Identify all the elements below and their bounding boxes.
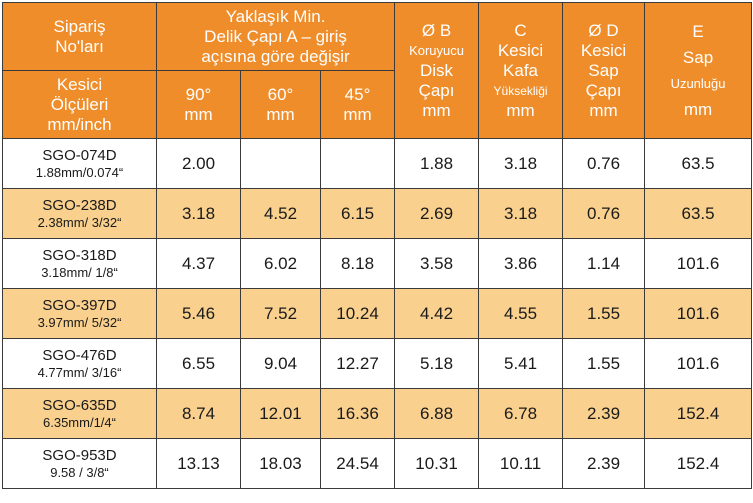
cell-e: 101.6 — [644, 288, 753, 339]
cell-order-code: SGO-953D 9.58 / 3/8“ — [2, 438, 157, 489]
cell-c: 10.11 — [478, 438, 564, 489]
header-hole-diameter: Yaklaşık Min. Delik Çapı A – giriş açısı… — [155, 2, 396, 71]
cell-order-code: SGO-476D 4.77mm/ 3/16“ — [2, 338, 157, 389]
cell-a60: 7.52 — [240, 288, 321, 339]
cell-order-code: SGO-074D 1.88mm/0.074“ — [2, 138, 157, 189]
cell-a90: 3.18 — [156, 188, 241, 239]
header-angle-45: 45° mm — [319, 70, 396, 139]
header-col-b: Ø B Koruyucu Disk Çapı mm — [394, 2, 480, 139]
cell-d: 0.76 — [562, 138, 646, 189]
cell-a60: 18.03 — [240, 438, 321, 489]
cell-a90: 6.55 — [156, 338, 241, 389]
cell-b: 6.88 — [394, 388, 480, 439]
spec-table: Sipariş No'ları Yaklaşık Min. Delik Çapı… — [2, 2, 753, 489]
cell-d: 1.14 — [562, 238, 646, 289]
cell-a45: 6.15 — [319, 188, 396, 239]
header-angle-60: 60° mm — [240, 70, 321, 139]
cell-b: 5.18 — [394, 338, 480, 389]
cell-d: 2.39 — [562, 388, 646, 439]
cell-e: 101.6 — [644, 338, 753, 389]
cell-a60 — [240, 138, 321, 189]
cell-a45 — [319, 138, 396, 189]
cell-order-code: SGO-397D 3.97mm/ 5/32“ — [2, 288, 157, 339]
table-row: SGO-476D 4.77mm/ 3/16“ 6.55 9.04 12.27 5… — [2, 338, 753, 389]
cell-a60: 6.02 — [240, 238, 321, 289]
cell-a90: 4.37 — [156, 238, 241, 289]
cell-c: 3.18 — [478, 138, 564, 189]
table-row: SGO-238D 2.38mm/ 3/32“ 3.18 4.52 6.15 2.… — [2, 188, 753, 239]
cell-a60: 12.01 — [240, 388, 321, 439]
table-row: SGO-318D 3.18mm/ 1/8“ 4.37 6.02 8.18 3.5… — [2, 238, 753, 289]
cell-c: 3.86 — [478, 238, 564, 289]
cell-d: 1.55 — [562, 338, 646, 389]
header-col-e: E Sap Uzunluğu mm — [644, 2, 753, 139]
cell-c: 3.18 — [478, 188, 564, 239]
cell-a45: 12.27 — [319, 338, 396, 389]
cell-b: 10.31 — [394, 438, 480, 489]
cell-b: 3.58 — [394, 238, 480, 289]
cell-a90: 8.74 — [156, 388, 241, 439]
cell-b: 4.42 — [394, 288, 480, 339]
table-row: SGO-074D 1.88mm/0.074“ 2.00 1.88 3.18 0.… — [2, 138, 753, 189]
cell-a60: 9.04 — [240, 338, 321, 389]
cell-e: 63.5 — [644, 138, 753, 189]
cell-e: 63.5 — [644, 188, 753, 239]
cell-d: 2.39 — [562, 438, 646, 489]
header-col-d: Ø D Kesici Sap Çapı mm — [562, 2, 646, 139]
table-row: SGO-953D 9.58 / 3/8“ 13.13 18.03 24.54 1… — [2, 438, 753, 489]
cell-a45: 16.36 — [319, 388, 396, 439]
cell-b: 1.88 — [394, 138, 480, 189]
table-row: SGO-635D 6.35mm/1/4“ 8.74 12.01 16.36 6.… — [2, 388, 753, 439]
cell-d: 1.55 — [562, 288, 646, 339]
cell-c: 5.41 — [478, 338, 564, 389]
cell-a45: 8.18 — [319, 238, 396, 289]
cell-a90: 13.13 — [156, 438, 241, 489]
cell-c: 4.55 — [478, 288, 564, 339]
cell-e: 101.6 — [644, 238, 753, 289]
cell-b: 2.69 — [394, 188, 480, 239]
header-order-no: Sipariş No'ları — [2, 2, 157, 71]
header-cutter-dims: Kesici Ölçüleri mm/inch — [2, 70, 157, 139]
cell-a90: 2.00 — [156, 138, 241, 189]
header-col-c: C Kesici Kafa Yüksekliği mm — [478, 2, 564, 139]
table-row: SGO-397D 3.97mm/ 5/32“ 5.46 7.52 10.24 4… — [2, 288, 753, 339]
cell-a90: 5.46 — [156, 288, 241, 339]
cell-c: 6.78 — [478, 388, 564, 439]
cell-e: 152.4 — [644, 388, 753, 439]
cell-a45: 10.24 — [319, 288, 396, 339]
cell-a60: 4.52 — [240, 188, 321, 239]
header-angle-90: 90° mm — [156, 70, 241, 139]
cell-a45: 24.54 — [319, 438, 396, 489]
cell-order-code: SGO-238D 2.38mm/ 3/32“ — [2, 188, 157, 239]
cell-d: 0.76 — [562, 188, 646, 239]
cell-order-code: SGO-318D 3.18mm/ 1/8“ — [2, 238, 157, 289]
cell-order-code: SGO-635D 6.35mm/1/4“ — [2, 388, 157, 439]
cell-e: 152.4 — [644, 438, 753, 489]
